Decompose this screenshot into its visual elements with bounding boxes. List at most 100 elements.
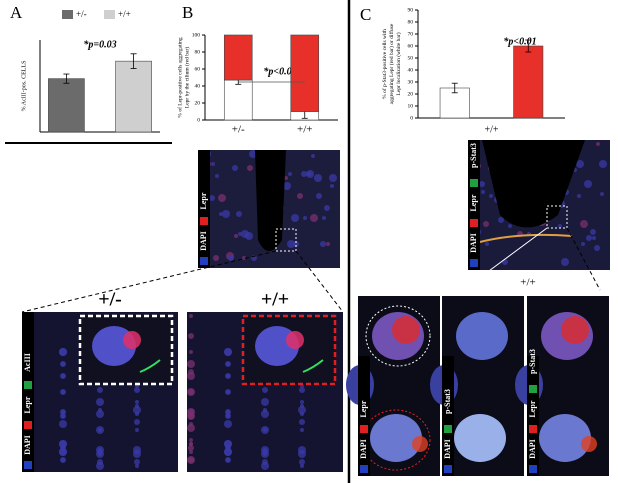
channel-label: Lepr [23,396,32,413]
panel-label: B [182,3,193,22]
channel-label: Lepr [528,400,537,417]
y-axis-label-line: % of Lepr-positive cells aggregating [177,37,184,117]
nucleus [291,214,299,222]
nucleus [489,194,493,198]
channel-swatch [360,425,368,433]
y-tick-label: 60 [195,66,201,72]
channel-label: DAPI [469,233,478,253]
cell-nucleus [454,414,506,462]
nucleus [135,464,139,468]
y-tick-label: 80 [195,49,201,55]
nucleus [134,419,140,425]
nucleus [324,205,330,211]
nucleus [60,409,66,415]
nucleus [133,450,141,458]
nucleus [300,400,304,404]
connector [295,250,344,313]
nucleus [188,457,194,463]
nucleus [213,255,219,261]
nucleus [222,210,230,218]
channel-label: p-Stat3 [528,349,537,374]
connector [566,227,601,291]
nucleus [219,212,223,216]
label-strip [358,356,370,476]
nucleus [134,459,140,465]
channel-label: DAPI [199,231,208,251]
nucleus [316,193,322,199]
lepr-aggregate [561,316,589,344]
nucleus [61,458,65,462]
y-tick-label: 20 [195,100,201,106]
zoom-box [275,228,297,252]
nucleus [249,150,257,158]
cell-nucleus [370,414,422,462]
channel-label: AcIII [23,353,32,372]
nucleus [300,428,304,432]
nucleus [242,256,246,260]
nucleus [263,452,267,456]
nucleus [59,448,67,456]
genotype-label: +/- [98,289,122,311]
nucleus [96,410,104,418]
label-strip [22,312,34,472]
zoom-box [546,205,568,229]
nucleus [303,216,307,220]
nucleus [498,217,504,223]
nucleus [306,170,314,178]
nucleus [225,409,231,415]
nucleus [288,172,292,176]
nucleus [189,422,193,426]
nucleus [558,224,562,228]
y-tick-label: 10 [408,103,414,109]
nucleus [188,333,194,339]
y-tick-label: 50 [408,55,414,61]
bar-segment [290,34,320,112]
y-tick-label: 30 [408,79,414,85]
channel-swatch [529,425,537,433]
nucleus [590,229,596,235]
legend-label: +/- [76,9,87,19]
channel-swatch [24,461,32,469]
nucleus [261,398,269,406]
x-axis-label: +/+ [484,124,498,135]
nucleus [215,174,219,178]
fibre [479,233,573,243]
nucleus [96,398,104,406]
channel-swatch [24,421,32,429]
channel-swatch [200,257,208,265]
nucleus [98,452,102,456]
nucleus [300,412,304,416]
nucleus [226,374,230,378]
nucleus [577,194,581,198]
nucleus [581,242,585,246]
nucleus [187,408,195,416]
nucleus [236,211,242,217]
nucleus [224,420,232,428]
y-axis-label: % AcIII-pos. CELLS [21,61,27,112]
nucleus [133,406,141,414]
nucleus [226,362,230,366]
channel-label: Lepr [469,194,478,211]
bar [48,78,85,133]
channel-swatch [529,385,537,393]
nucleus [586,235,592,241]
nucleus [320,241,326,247]
bar-segment [223,79,253,121]
genotype-label: +/+ [520,277,535,289]
channel-swatch [470,219,478,227]
bar [115,60,152,133]
channel-label: Lepr [359,400,368,417]
nucleus [299,419,305,425]
nucleus [61,374,65,378]
genotype-label: +/+ [261,289,289,311]
error-bar [130,53,137,69]
nucleus [189,442,193,446]
cilium [302,359,324,373]
nucleus [580,220,588,228]
nucleus [247,165,253,171]
nucleus [311,154,315,158]
nucleus [224,448,232,456]
lepr-aggregate [123,331,141,349]
nucleus [218,194,226,202]
